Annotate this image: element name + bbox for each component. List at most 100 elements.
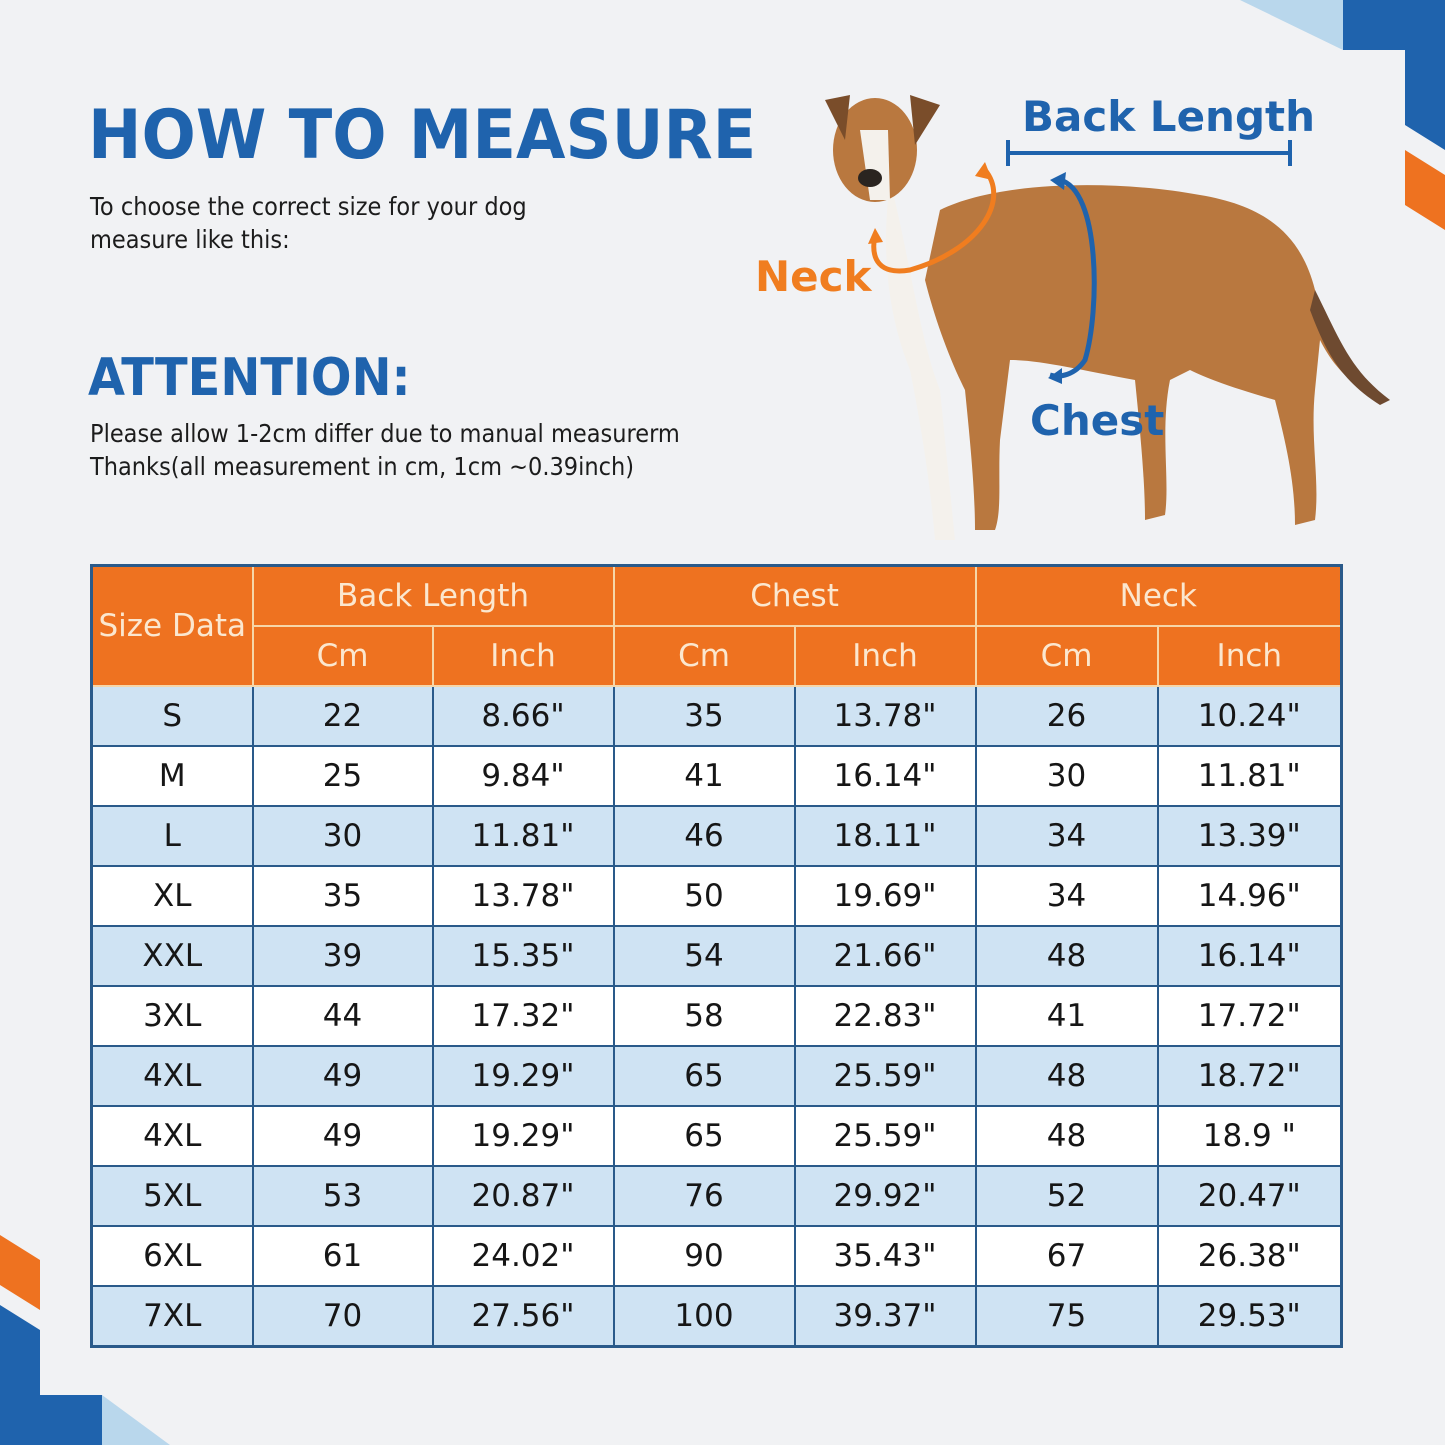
chest-inch-cell: 39.37" <box>793 1285 977 1348</box>
table-row: 7XL 70 27.56" 100 39.37" 75 29.53" <box>90 1285 1343 1348</box>
neck-inch-cell: 14.96" <box>1156 865 1343 927</box>
chest-cm-cell: 54 <box>612 925 796 987</box>
back-length-header: Back Length <box>251 564 615 627</box>
dog-illustration <box>825 95 1390 540</box>
chest-cm-cell: 50 <box>612 865 796 927</box>
neck-cm-cell: 34 <box>974 805 1159 867</box>
back-cm-cell: 39 <box>251 925 434 987</box>
back-inch-cell: 9.84" <box>431 745 615 807</box>
unit-header: Inch <box>793 625 977 687</box>
table-row: 3XL 44 17.32" 58 22.83" 41 17.72" <box>90 985 1343 1047</box>
page-title: HOW TO MEASURE <box>88 96 757 175</box>
back-length-label: Back Length <box>1022 92 1315 141</box>
back-inch-cell: 24.02" <box>431 1225 615 1287</box>
back-cm-cell: 44 <box>251 985 434 1047</box>
back-cm-cell: 30 <box>251 805 434 867</box>
chest-cm-cell: 65 <box>612 1045 796 1107</box>
back-inch-cell: 27.56" <box>431 1285 615 1348</box>
chest-cm-cell: 100 <box>612 1285 796 1348</box>
back-cm-cell: 22 <box>251 685 434 747</box>
bottom-left-decoration <box>0 1235 170 1445</box>
neck-cm-cell: 48 <box>974 1045 1159 1107</box>
neck-inch-cell: 18.72" <box>1156 1045 1343 1107</box>
unit-header: Cm <box>251 625 434 687</box>
size-cell: 4XL <box>90 1045 254 1107</box>
attention-text-line2: Thanks(all measurement in cm, 1cm ~0.39i… <box>90 452 635 481</box>
chest-label: Chest <box>1030 396 1165 445</box>
chest-cm-cell: 58 <box>612 985 796 1047</box>
neck-cm-cell: 30 <box>974 745 1159 807</box>
chest-cm-cell: 35 <box>612 685 796 747</box>
neck-inch-cell: 13.39" <box>1156 805 1343 867</box>
neck-cm-cell: 67 <box>974 1225 1159 1287</box>
table-row: 4XL 49 19.29" 65 25.59" 48 18.72" <box>90 1045 1343 1107</box>
dog-measure-diagram: Back Length Neck Chest <box>740 60 1445 560</box>
size-cell: M <box>90 745 254 807</box>
chest-cm-cell: 41 <box>612 745 796 807</box>
size-cell: S <box>90 685 254 747</box>
table-row: 4XL 49 19.29" 65 25.59" 48 18.9 " <box>90 1105 1343 1167</box>
neck-cm-cell: 48 <box>974 925 1159 987</box>
chest-cm-cell: 65 <box>612 1105 796 1167</box>
unit-header: Inch <box>431 625 615 687</box>
back-inch-cell: 11.81" <box>431 805 615 867</box>
neck-inch-cell: 17.72" <box>1156 985 1343 1047</box>
neck-cm-cell: 48 <box>974 1105 1159 1167</box>
neck-inch-cell: 10.24" <box>1156 685 1343 747</box>
table-row: XXL 39 15.35" 54 21.66" 48 16.14" <box>90 925 1343 987</box>
back-cm-cell: 53 <box>251 1165 434 1227</box>
back-inch-cell: 20.87" <box>431 1165 615 1227</box>
neck-label: Neck <box>755 252 872 301</box>
back-cm-cell: 49 <box>251 1105 434 1167</box>
size-cell: L <box>90 805 254 867</box>
chest-cm-cell: 46 <box>612 805 796 867</box>
back-inch-cell: 19.29" <box>431 1105 615 1167</box>
back-cm-cell: 49 <box>251 1045 434 1107</box>
chest-inch-cell: 22.83" <box>793 985 977 1047</box>
back-cm-cell: 61 <box>251 1225 434 1287</box>
chest-inch-cell: 35.43" <box>793 1225 977 1287</box>
size-cell: 6XL <box>90 1225 254 1287</box>
back-inch-cell: 19.29" <box>431 1045 615 1107</box>
table-row: 5XL 53 20.87" 76 29.92" 52 20.47" <box>90 1165 1343 1227</box>
neck-cm-cell: 34 <box>974 865 1159 927</box>
table-row: S 22 8.66" 35 13.78" 26 10.24" <box>90 685 1343 747</box>
neck-cm-cell: 75 <box>974 1285 1159 1348</box>
table-header-row-groups: Size Data Back Length Chest Neck <box>90 564 1343 687</box>
size-cell: XXL <box>90 925 254 987</box>
neck-inch-cell: 26.38" <box>1156 1225 1343 1287</box>
back-inch-cell: 17.32" <box>431 985 615 1047</box>
table-row: M 25 9.84" 41 16.14" 30 11.81" <box>90 745 1343 807</box>
size-cell: 7XL <box>90 1285 254 1348</box>
size-cell: 3XL <box>90 985 254 1047</box>
back-cm-cell: 70 <box>251 1285 434 1348</box>
chest-inch-cell: 18.11" <box>793 805 977 867</box>
size-chart-table: Size Data Back Length Chest Neck Cm Inch… <box>90 564 1344 1348</box>
top-right-decoration <box>1240 0 1445 230</box>
back-inch-cell: 15.35" <box>431 925 615 987</box>
neck-cm-cell: 41 <box>974 985 1159 1047</box>
neck-inch-cell: 29.53" <box>1156 1285 1343 1348</box>
chest-header: Chest <box>612 564 977 627</box>
size-cell: XL <box>90 865 254 927</box>
table-row: L 30 11.81" 46 18.11" 34 13.39" <box>90 805 1343 867</box>
unit-header: Cm <box>612 625 796 687</box>
unit-header: Cm <box>974 625 1159 687</box>
neck-cm-cell: 26 <box>974 685 1159 747</box>
neck-inch-cell: 20.47" <box>1156 1165 1343 1227</box>
neck-inch-cell: 18.9 " <box>1156 1105 1343 1167</box>
attention-heading: ATTENTION: <box>88 348 411 408</box>
back-inch-cell: 13.78" <box>431 865 615 927</box>
attention-text-line1: Please allow 1-2cm differ due to manual … <box>90 419 680 448</box>
chest-inch-cell: 25.59" <box>793 1105 977 1167</box>
chest-inch-cell: 16.14" <box>793 745 977 807</box>
intro-text-line2: measure like this: <box>90 225 290 254</box>
table-row: 6XL 61 24.02" 90 35.43" 67 26.38" <box>90 1225 1343 1287</box>
neck-inch-cell: 16.14" <box>1156 925 1343 987</box>
chest-inch-cell: 19.69" <box>793 865 977 927</box>
unit-header: Inch <box>1156 625 1343 687</box>
neck-inch-cell: 11.81" <box>1156 745 1343 807</box>
chest-cm-cell: 90 <box>612 1225 796 1287</box>
chest-cm-cell: 76 <box>612 1165 796 1227</box>
chest-inch-cell: 21.66" <box>793 925 977 987</box>
